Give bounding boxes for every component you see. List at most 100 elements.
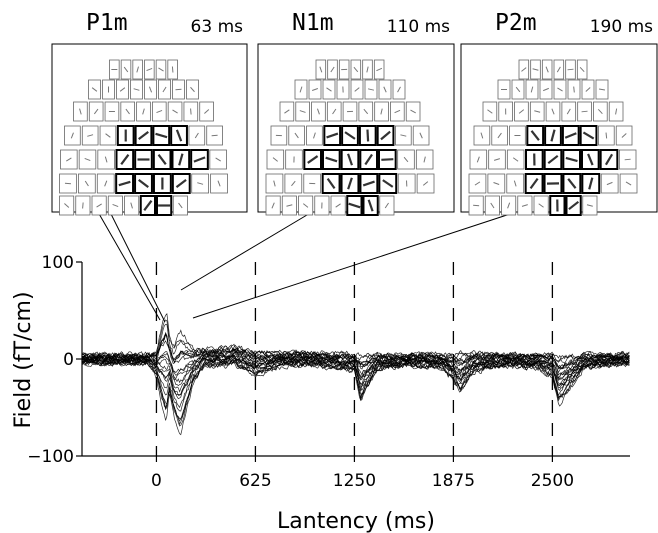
sensor-arrow — [403, 156, 409, 163]
sensor-arrow — [597, 108, 603, 115]
sensor-arrow — [138, 179, 149, 188]
sensor-arrow — [423, 156, 426, 163]
x-axis-title: Lantency (ms) — [277, 509, 435, 533]
sensor-arrow — [547, 154, 559, 165]
sensor-arrow — [84, 180, 89, 187]
channel-trace — [81, 358, 630, 420]
sensor-arrow — [299, 86, 303, 93]
sensor-arrow — [348, 202, 361, 209]
sensor-arrow — [178, 153, 184, 166]
sensor-arrow — [624, 158, 631, 161]
sensor-arrow — [271, 202, 275, 209]
sensor-arrow — [302, 203, 309, 208]
topography-panel: P1m 63 ms — [51, 10, 248, 216]
sensor-arrow — [319, 66, 323, 73]
sensor-arrow — [91, 87, 98, 92]
sensor-arrow — [625, 181, 632, 186]
sensor-arrow — [175, 129, 183, 142]
sensor-arrow — [138, 131, 149, 140]
callout-line-n1m — [180, 211, 313, 291]
sensor-arrow — [615, 108, 618, 115]
sensor-arrow — [598, 88, 606, 91]
topography-panel: N1m 110 ms — [257, 10, 455, 216]
sensor-arrow — [84, 157, 91, 162]
sensor-arrow — [344, 131, 356, 140]
sensor-arrow — [493, 158, 501, 161]
sensor-arrow — [354, 87, 360, 92]
x-tick-label: 2500 — [531, 471, 574, 491]
sensor-arrow — [588, 177, 594, 190]
channel-trace — [81, 357, 630, 412]
callout-line-p1m-left — [97, 211, 161, 321]
panel-latency-label: 190 ms — [590, 17, 653, 37]
sensor-arrow — [550, 129, 556, 142]
sensor-arrow — [383, 86, 387, 93]
sensor-arrow — [380, 108, 383, 115]
panel-latency-label: 63 ms — [191, 17, 244, 37]
sensor-arrow — [172, 109, 178, 114]
sensor-arrow — [400, 134, 407, 137]
sensor-arrow — [326, 177, 336, 190]
sensor-arrow — [105, 133, 111, 138]
sensor-arrow — [565, 156, 578, 163]
sensor-arrow — [194, 132, 199, 139]
sensor-arrow — [512, 157, 519, 162]
channel-trace — [81, 333, 630, 370]
sensor-arrow — [566, 108, 571, 115]
sensor-arrow — [142, 108, 145, 115]
sensor-arrow — [133, 88, 140, 91]
sensor-arrow — [104, 156, 108, 163]
sensor-arrow — [87, 134, 94, 137]
sensor-arrow — [155, 132, 168, 139]
sensor-arrow — [621, 133, 627, 138]
sensor-arrow — [284, 109, 290, 114]
sensor-arrow — [104, 180, 108, 187]
sensor-arrow — [367, 199, 374, 212]
sensor-arrow — [568, 200, 580, 211]
panel-component-label: P1m — [86, 10, 128, 36]
sensor-arrow — [557, 87, 563, 92]
sensor-arrow — [538, 203, 544, 208]
sensor-arrow — [118, 180, 131, 187]
sensor-arrow — [156, 109, 163, 114]
sensor-arrow — [299, 110, 306, 113]
sensor-arrow — [376, 67, 383, 72]
sensor-arrow — [490, 202, 495, 209]
sensor-arrow — [556, 66, 561, 73]
panel-latency-label: 110 ms — [387, 17, 450, 37]
sensor-arrow — [82, 202, 84, 209]
sensor-arrow — [419, 132, 423, 139]
sensor-arrow — [518, 109, 525, 114]
sensor-arrow — [332, 108, 337, 115]
sensor-arrow — [530, 86, 534, 93]
sensor-arrow — [545, 66, 549, 73]
meg-traces — [81, 312, 630, 436]
y-tick-label: −100 — [27, 447, 74, 467]
y-tick-label: 0 — [63, 350, 74, 370]
sensor-arrow — [330, 66, 335, 73]
sensor-arrow — [136, 66, 139, 73]
panel-component-label: P2m — [495, 10, 537, 36]
sensor-arrow — [119, 87, 126, 92]
sensor-arrow — [96, 203, 102, 208]
callout-line-p1m-right — [109, 211, 166, 323]
sensor-arrow — [286, 204, 293, 207]
sensor-arrow — [530, 130, 540, 141]
topography-panels: P1m 63 ms N1m 110 ms P2m 190 ms — [51, 10, 658, 216]
sensor-arrow — [532, 68, 539, 71]
channel-trace — [81, 312, 630, 360]
sensor-arrow — [476, 156, 480, 163]
sensor-arrow — [325, 156, 338, 163]
sensor-arrow — [313, 132, 316, 139]
sensor-arrow — [579, 66, 585, 73]
sensor-arrow — [364, 153, 373, 166]
sensor-arrow — [307, 155, 319, 164]
sensor-arrow — [497, 132, 502, 139]
sensor-arrow — [125, 108, 130, 115]
sensor-arrow — [581, 110, 588, 113]
sensor-arrow — [123, 66, 129, 73]
sensor-arrow — [366, 66, 369, 73]
sensor-arrow — [362, 180, 375, 187]
sensor-arrow — [515, 86, 521, 93]
